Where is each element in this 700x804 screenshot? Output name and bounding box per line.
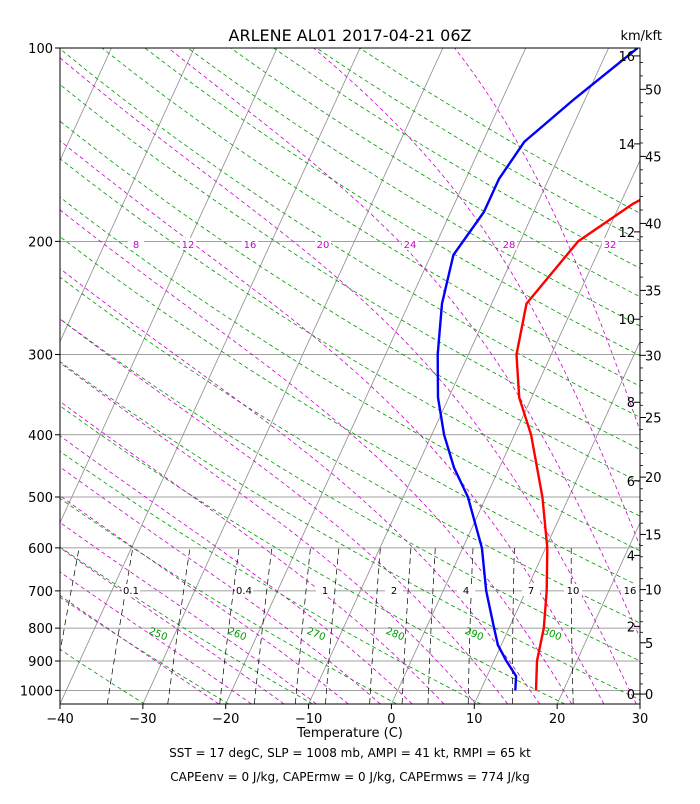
km-tick-label: 4 <box>627 549 635 564</box>
pressure-tick-label: 200 <box>28 235 53 250</box>
x-tick-label: 20 <box>549 712 566 727</box>
moist-adiabat-label: 20 <box>317 240 330 251</box>
mixing-ratio-label: 0.1 <box>123 586 139 597</box>
x-tick-label: 10 <box>466 712 483 727</box>
x-tick-label: −20 <box>212 712 239 727</box>
pressure-tick-label: 500 <box>28 491 53 506</box>
mixing-ratio-label: 16 <box>624 586 637 597</box>
annotation-line-2: CAPEenv = 0 J/kg, CAPErmw = 0 J/kg, CAPE… <box>170 770 529 784</box>
kft-tick-label: 45 <box>645 150 662 165</box>
pressure-tick-label: 300 <box>28 348 53 363</box>
km-tick-label: 10 <box>618 313 635 328</box>
kft-tick-label: 10 <box>645 584 662 599</box>
right-axis-unit-label: km/kft <box>620 29 662 44</box>
mixing-ratio-label: 7 <box>528 586 534 597</box>
km-tick-label: 12 <box>618 226 635 241</box>
km-tick-label: 6 <box>627 475 635 490</box>
kft-tick-label: 20 <box>645 471 662 486</box>
mixing-ratio-label: 1 <box>322 586 328 597</box>
x-tick-label: −10 <box>295 712 322 727</box>
x-tick-label: −40 <box>46 712 73 727</box>
pressure-tick-label: 400 <box>28 429 53 444</box>
moist-adiabat-label: 8 <box>133 240 139 251</box>
moist-adiabat-label: 16 <box>244 240 257 251</box>
mixing-ratio-label: 4 <box>463 586 469 597</box>
km-tick-label: 8 <box>627 396 635 411</box>
annotation-line-1: SST = 17 degC, SLP = 1008 mb, AMPI = 41 … <box>169 746 531 760</box>
kft-tick-label: 35 <box>645 284 662 299</box>
kft-tick-label: 30 <box>645 349 662 364</box>
x-tick-label: 30 <box>632 712 649 727</box>
pressure-tick-label: 1000 <box>20 684 53 699</box>
km-tick-label: 2 <box>627 620 635 635</box>
km-tick-label: 0 <box>627 688 635 703</box>
pressure-tick-label: 700 <box>28 585 53 600</box>
chart-title: ARLENE AL01 2017-04-21 06Z <box>229 26 472 45</box>
kft-tick-label: 15 <box>645 528 662 543</box>
moist-adiabat-label: 24 <box>404 240 417 251</box>
kft-tick-label: 0 <box>645 688 653 703</box>
x-tick-label: −30 <box>129 712 156 727</box>
moist-adiabat-label: 28 <box>503 240 516 251</box>
km-tick-label: 14 <box>618 138 635 153</box>
mixing-ratio-label: 0.4 <box>236 586 252 597</box>
kft-tick-label: 40 <box>645 217 662 232</box>
pressure-tick-label: 900 <box>28 655 53 670</box>
pressure-tick-label: 600 <box>28 542 53 557</box>
x-axis-label: Temperature (C) <box>296 726 403 741</box>
mixing-ratio-label: 2 <box>391 586 397 597</box>
moist-adiabat-label: 32 <box>604 240 617 251</box>
pressure-tick-label: 800 <box>28 622 53 637</box>
mixing-ratio-label: 10 <box>567 586 580 597</box>
pressure-tick-label: 100 <box>28 42 53 57</box>
x-tick-label: 0 <box>387 712 395 727</box>
kft-tick-label: 25 <box>645 412 662 427</box>
moist-adiabat-label: 12 <box>182 240 195 251</box>
km-tick-label: 16 <box>618 50 635 65</box>
kft-tick-label: 5 <box>645 637 653 652</box>
kft-tick-label: 50 <box>645 83 662 98</box>
